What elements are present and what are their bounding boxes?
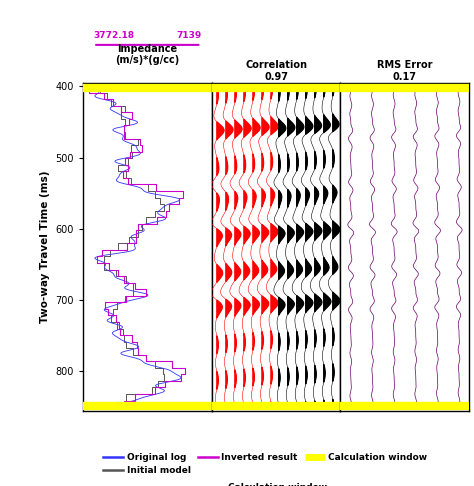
Y-axis label: Two-way Travel Time (ms): Two-way Travel Time (ms) xyxy=(40,171,50,323)
Legend: Calculation window: Calculation window xyxy=(201,480,330,486)
Title: Correlation
0.97: Correlation 0.97 xyxy=(245,60,307,82)
Text: 7139: 7139 xyxy=(176,31,201,40)
Title: RMS Error
0.17: RMS Error 0.17 xyxy=(377,60,433,82)
Title: Impedance
(m/s)*(g/cc): Impedance (m/s)*(g/cc) xyxy=(115,44,180,65)
Legend: Original log, Initial model, Inverted result, Calculation window: Original log, Initial model, Inverted re… xyxy=(100,450,431,479)
Text: 3772.18: 3772.18 xyxy=(93,31,134,40)
